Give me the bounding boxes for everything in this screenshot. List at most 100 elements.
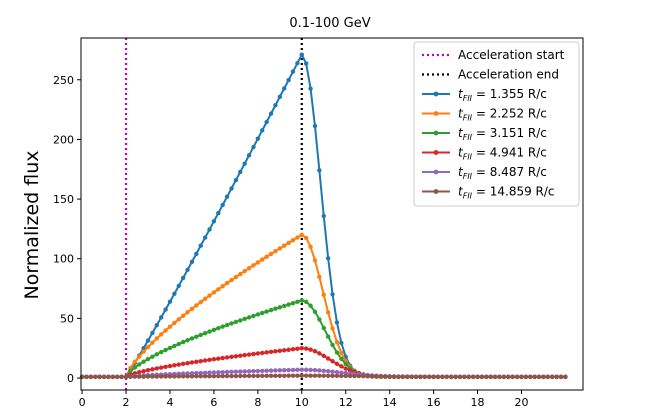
series-point — [400, 374, 406, 379]
x-tick-label: 2 — [123, 396, 130, 409]
series-point — [115, 374, 120, 380]
series-point — [158, 315, 164, 320]
series-point — [299, 367, 304, 372]
series-point — [251, 144, 256, 150]
series-point — [158, 374, 164, 379]
series-point — [475, 374, 480, 380]
series-point — [506, 374, 511, 380]
series-point — [361, 373, 366, 379]
series-point — [290, 347, 296, 352]
series-point — [238, 369, 243, 374]
series-point — [295, 299, 300, 305]
series-point — [260, 368, 265, 374]
series-point — [290, 69, 296, 74]
series-point — [308, 347, 313, 352]
series-point — [321, 325, 326, 331]
series-point — [145, 344, 151, 350]
series-point — [216, 287, 221, 292]
series-point — [286, 77, 291, 83]
series-point — [207, 293, 212, 298]
series-point — [282, 368, 287, 373]
series-point — [238, 353, 243, 358]
series-point — [145, 338, 151, 343]
series-point — [448, 374, 454, 380]
series-point — [286, 240, 291, 246]
series-point — [242, 369, 247, 374]
series-point — [532, 374, 537, 380]
series-point — [488, 374, 493, 380]
series-point — [185, 310, 190, 315]
series-point — [255, 373, 261, 379]
series-point — [308, 86, 313, 91]
series-point — [528, 374, 533, 380]
series-point — [523, 374, 529, 380]
vlines-layer — [124, 38, 303, 390]
series-point — [224, 369, 230, 375]
series-point — [286, 347, 291, 352]
legend: Acceleration start Acceleration end tFII =… — [413, 41, 580, 207]
series-point — [172, 343, 177, 349]
series-point — [541, 374, 546, 380]
y-axis-label: Normalized flux — [21, 150, 43, 299]
x-tick-label: 12 — [339, 396, 353, 409]
series-point — [167, 374, 173, 379]
series-point — [277, 348, 283, 353]
series-point — [479, 374, 485, 380]
series-point — [303, 61, 309, 66]
series-point — [277, 368, 283, 373]
series-point — [444, 374, 449, 379]
series-point — [334, 320, 340, 325]
series-point — [260, 310, 265, 316]
series-point — [387, 374, 392, 379]
series-point — [290, 238, 296, 243]
series-point — [238, 373, 243, 379]
series-point — [510, 374, 515, 380]
series-point — [391, 374, 397, 379]
series-point — [88, 374, 94, 380]
series-point — [132, 374, 138, 379]
series-point — [308, 244, 313, 250]
series-point — [229, 321, 234, 326]
series-point — [141, 374, 146, 379]
series-point — [137, 370, 142, 375]
series-point — [158, 365, 164, 370]
series-point — [216, 210, 221, 216]
x-tick-label: 8 — [254, 396, 261, 409]
series-point — [347, 373, 353, 379]
series-point — [202, 358, 208, 363]
series-point — [154, 336, 159, 341]
series-point — [172, 374, 177, 379]
series-point — [158, 332, 164, 337]
series-point — [251, 263, 256, 268]
series-point — [189, 259, 195, 265]
series-point — [339, 340, 344, 346]
series-point — [216, 326, 221, 331]
series-point — [312, 373, 318, 378]
series-point — [545, 374, 551, 380]
series-point — [396, 374, 401, 379]
series-point — [563, 374, 568, 380]
series-point — [229, 373, 234, 379]
series-point — [246, 352, 252, 357]
series-point — [255, 312, 261, 317]
series-point — [497, 374, 502, 380]
series-point — [207, 370, 212, 375]
series-point — [137, 374, 142, 379]
legend-label: Acceleration start — [458, 48, 565, 62]
series-point — [229, 369, 234, 375]
series-point — [233, 373, 239, 379]
series-point — [330, 326, 335, 331]
series-point — [97, 374, 102, 380]
series-point — [343, 366, 348, 371]
series-point — [453, 374, 458, 380]
series-point — [154, 366, 159, 371]
legend-box — [413, 41, 580, 207]
series-point — [229, 277, 234, 283]
series-point — [246, 153, 252, 158]
series-point — [422, 374, 428, 379]
series-point — [238, 271, 243, 277]
series-point — [536, 374, 542, 380]
series-point — [220, 355, 225, 361]
series-point — [365, 373, 370, 379]
